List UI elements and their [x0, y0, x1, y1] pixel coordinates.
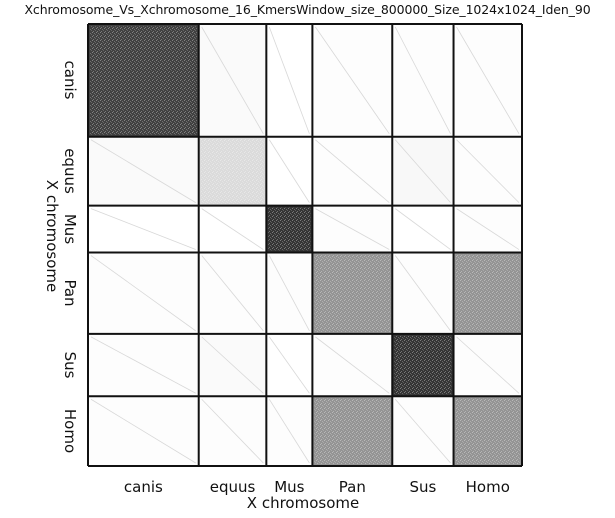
y-tick-label-mus: Mus [61, 213, 79, 245]
heatmap-cell-diagonal [268, 255, 310, 332]
heatmap-cell-diagonal [456, 336, 520, 394]
x-tick-label-homo: Homo [465, 478, 510, 496]
heatmap-cell-diagonal [90, 336, 196, 394]
heatmap-cell-diagonal [315, 26, 390, 134]
x-tick-label-pan: Pan [338, 478, 366, 496]
heatmap-cell-diagonal [315, 139, 390, 203]
heatmap-cell-diagonal [268, 139, 310, 203]
chart-title: Xchromosome_Vs_Xchromosome_16_KmersWindo… [24, 2, 591, 17]
heatmap-cell-texture [268, 207, 311, 251]
heatmap-cell-texture [314, 254, 391, 332]
heatmap-cell-diagonal [269, 336, 310, 394]
heatmap-cells [88, 24, 522, 466]
heatmap-cell-diagonal [90, 139, 196, 203]
heatmap-cell-diagonal [315, 208, 390, 250]
y-tick-label-sus: Sus [61, 351, 79, 379]
x-tick-label-mus: Mus [274, 478, 305, 496]
heatmap-cell-diagonal [90, 398, 196, 464]
heatmap-cell-texture [314, 398, 391, 464]
heatmap-cell-diagonal [201, 26, 264, 134]
heatmap-cell-texture [90, 26, 197, 135]
heatmap-cell-diagonal [268, 26, 310, 134]
heatmap-cell-diagonal [394, 399, 451, 464]
heatmap-cell-texture [455, 254, 520, 332]
heatmap-cell-texture [394, 335, 452, 395]
heatmap-cell-diagonal [456, 208, 520, 250]
heatmap-cell-diagonal [456, 26, 520, 134]
heatmap-cell-diagonal [394, 255, 451, 332]
heatmap-cell-texture [455, 398, 520, 464]
y-tick-label-pan: Pan [61, 279, 79, 307]
heatmap-cell-diagonal [201, 208, 264, 250]
y-axis-label: X chromosome [43, 179, 61, 293]
heatmap-cell-diagonal [201, 255, 264, 332]
heatmap-cell-diagonal [395, 208, 451, 250]
heatmap-cell-diagonal [315, 336, 390, 394]
y-tick-label-canis: canis [61, 60, 79, 100]
x-tick-label-sus: Sus [409, 478, 437, 496]
heatmap-cell-diagonal [201, 399, 264, 464]
heatmap-cell-texture [200, 138, 265, 204]
heatmap-cell-diagonal [268, 399, 310, 464]
heatmap-cell-diagonal [90, 208, 196, 250]
heatmap-cell-diagonal [394, 26, 451, 134]
y-tick-label-equus: equus [61, 148, 79, 194]
heatmap-grid [87, 23, 523, 467]
x-axis-label: X chromosome [246, 494, 360, 512]
x-tick-label-equus: equus [209, 478, 256, 496]
heatmap-cell-diagonal [394, 139, 451, 203]
heatmap-cell-diagonal [201, 336, 264, 394]
y-tick-label-homo: Homo [61, 409, 79, 454]
heatmap-cell-diagonal [456, 139, 520, 203]
heatmap-cell-diagonal [90, 255, 196, 332]
x-tick-label-canis: canis [123, 478, 163, 496]
